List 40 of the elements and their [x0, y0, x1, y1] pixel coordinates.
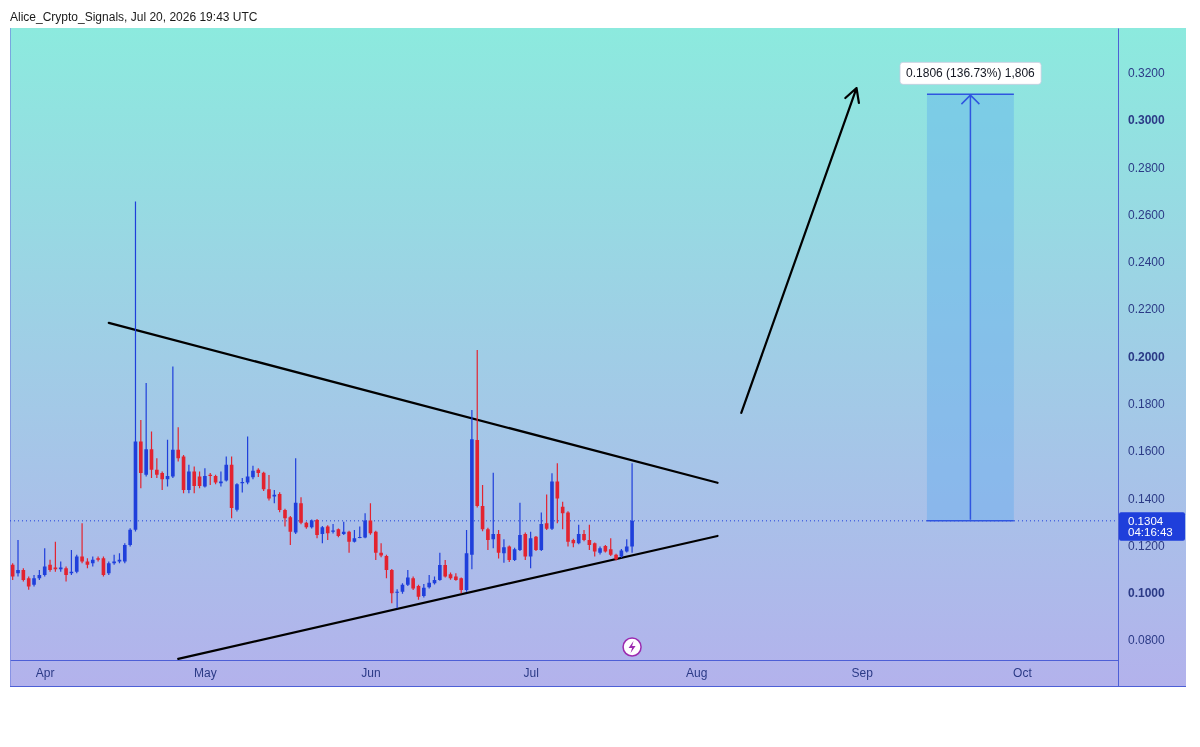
x-tick-label: Sep [851, 665, 874, 680]
candlestick [283, 508, 287, 527]
candlestick [347, 530, 351, 553]
candlestick [80, 523, 84, 564]
candlestick [598, 546, 602, 555]
candlestick [48, 559, 52, 572]
candlestick [219, 471, 223, 487]
x-tick-label: Aug [685, 665, 708, 680]
y-tick-label: 0.3200 [1128, 66, 1166, 81]
candlestick [203, 468, 207, 488]
candlestick [331, 523, 335, 534]
candlestick [64, 566, 68, 582]
band-label: 0.1806 (136.73%) 1,806 [906, 66, 1036, 81]
y-tick-label: 0.1000 [1128, 586, 1166, 601]
candlestick [16, 539, 20, 577]
y-tick-label: 0.0800 [1128, 633, 1166, 648]
y-tick-label: 0.1400 [1128, 491, 1166, 506]
y-tick-label: 0.1200 [1128, 538, 1166, 553]
y-tick-label: 0.2800 [1128, 160, 1166, 175]
candlestick [299, 497, 303, 525]
y-tick-label: 0.2000 [1128, 349, 1166, 364]
ref-line-label: 0.1304 04:16:43 [1128, 514, 1173, 539]
x-tick-label: Jun [361, 665, 381, 680]
candlestick [32, 574, 36, 587]
y-tick-label: 0.1800 [1128, 397, 1166, 411]
text: Alice_Crypto_Signals, Jul 20, 2026 19:43 UTC [10, 10, 258, 25]
candlestick [502, 539, 506, 563]
candlestick [251, 465, 255, 480]
x-tick-label: Apr [35, 665, 55, 680]
y-tick-label: 0.3000 [1128, 113, 1166, 128]
y-tick-label: 0.2400 [1128, 255, 1166, 270]
candlestick [267, 475, 271, 501]
y-tick-label: 0.2600 [1128, 207, 1166, 222]
y-tick-label: 0.1600 [1128, 444, 1166, 459]
x-tick-label: Oct [1013, 665, 1033, 680]
y-tick-label: 0.2200 [1128, 302, 1166, 317]
candlestick [486, 527, 490, 550]
candlestick [582, 530, 586, 542]
x-tick-label: May [194, 665, 217, 680]
x-tick-label: Jul [523, 665, 539, 680]
